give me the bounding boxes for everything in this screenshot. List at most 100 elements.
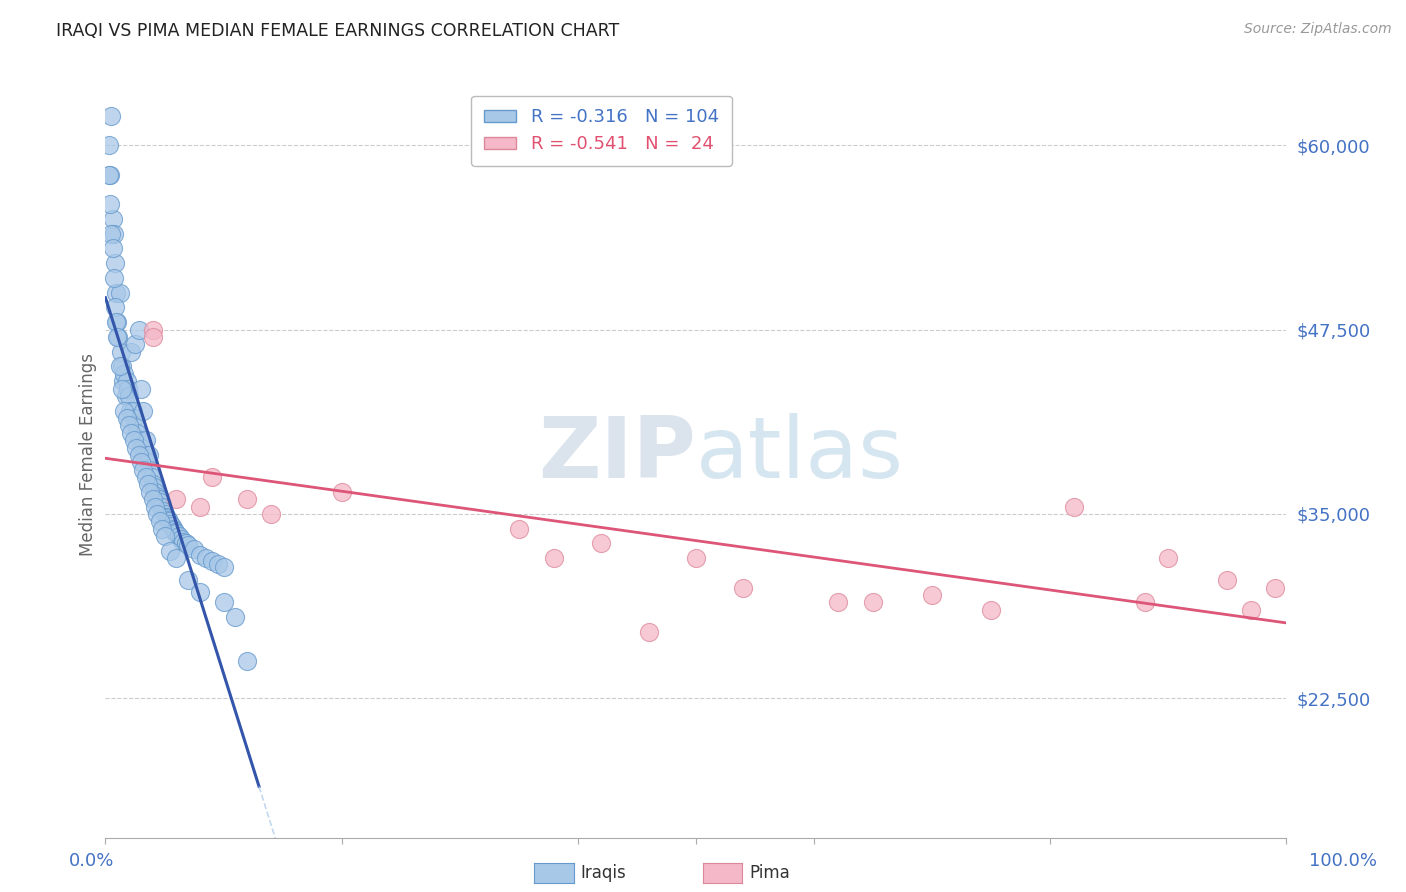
- Point: [165, 526, 187, 541]
- Point: [105, 330, 128, 344]
- Point: [157, 513, 180, 527]
- Point: [163, 523, 186, 537]
- Point: [120, 403, 142, 417]
- Point: [921, 588, 943, 602]
- Point: [141, 470, 163, 484]
- Point: [188, 500, 211, 514]
- Point: [212, 595, 235, 609]
- Point: [125, 418, 148, 433]
- Y-axis label: Median Female Earnings: Median Female Earnings: [79, 353, 97, 557]
- Point: [733, 581, 755, 595]
- Point: [135, 433, 157, 447]
- Point: [637, 624, 659, 639]
- Point: [98, 168, 121, 182]
- Text: Pima: Pima: [749, 864, 790, 882]
- Point: [153, 529, 176, 543]
- Point: [146, 507, 169, 521]
- Point: [117, 382, 139, 396]
- Point: [165, 551, 187, 566]
- Point: [330, 484, 353, 499]
- Point: [201, 554, 224, 568]
- Point: [591, 536, 613, 550]
- Point: [107, 330, 129, 344]
- Point: [142, 322, 165, 336]
- Point: [224, 610, 246, 624]
- Point: [131, 441, 153, 455]
- Point: [177, 574, 200, 588]
- Point: [132, 403, 155, 417]
- Point: [207, 557, 229, 571]
- Point: [149, 514, 172, 528]
- Point: [112, 403, 135, 417]
- Point: [118, 389, 141, 403]
- Point: [980, 603, 1002, 617]
- Point: [98, 197, 121, 211]
- Point: [118, 418, 141, 433]
- Point: [128, 448, 150, 462]
- Point: [827, 595, 849, 609]
- Point: [142, 492, 165, 507]
- Point: [543, 551, 565, 566]
- Point: [145, 489, 167, 503]
- Text: ZIP: ZIP: [538, 413, 696, 497]
- Point: [149, 495, 172, 509]
- Point: [172, 535, 194, 549]
- Point: [135, 448, 157, 462]
- Point: [143, 484, 166, 499]
- Point: [1264, 581, 1286, 595]
- Point: [177, 538, 200, 552]
- Point: [108, 359, 131, 374]
- Point: [236, 492, 259, 507]
- Point: [128, 322, 150, 336]
- Point: [136, 477, 159, 491]
- Point: [124, 337, 146, 351]
- Point: [112, 374, 135, 388]
- Point: [149, 500, 172, 514]
- Point: [105, 285, 128, 300]
- Point: [139, 484, 162, 499]
- Point: [167, 529, 190, 543]
- Point: [132, 463, 155, 477]
- Point: [122, 411, 145, 425]
- Point: [129, 382, 152, 396]
- Text: Source: ZipAtlas.com: Source: ZipAtlas.com: [1244, 22, 1392, 37]
- Point: [105, 315, 128, 329]
- Point: [146, 492, 169, 507]
- Point: [108, 285, 131, 300]
- Point: [121, 403, 143, 417]
- Point: [115, 411, 138, 425]
- Text: 100.0%: 100.0%: [1309, 852, 1376, 870]
- Point: [160, 518, 183, 533]
- Point: [150, 522, 173, 536]
- Point: [685, 551, 707, 566]
- Point: [156, 511, 179, 525]
- Point: [508, 522, 530, 536]
- Point: [142, 480, 165, 494]
- Point: [142, 330, 165, 344]
- Point: [152, 504, 174, 518]
- Point: [125, 441, 148, 455]
- Point: [112, 367, 135, 381]
- Point: [103, 227, 125, 241]
- Legend: R = -0.316   N = 104, R = -0.541   N =  24: R = -0.316 N = 104, R = -0.541 N = 24: [471, 95, 731, 166]
- Point: [143, 500, 166, 514]
- Point: [1063, 500, 1085, 514]
- Point: [100, 227, 122, 241]
- Text: Iraqis: Iraqis: [581, 864, 627, 882]
- Point: [114, 389, 136, 403]
- Point: [136, 455, 159, 469]
- Point: [122, 433, 145, 447]
- Point: [142, 477, 165, 491]
- Point: [135, 470, 157, 484]
- Point: [120, 344, 142, 359]
- Point: [1240, 603, 1263, 617]
- Point: [1216, 574, 1239, 588]
- Point: [98, 138, 121, 153]
- Point: [111, 382, 134, 396]
- Point: [157, 514, 180, 528]
- Point: [104, 301, 127, 315]
- Point: [110, 344, 132, 359]
- Point: [236, 655, 259, 669]
- Point: [174, 536, 197, 550]
- Point: [103, 271, 125, 285]
